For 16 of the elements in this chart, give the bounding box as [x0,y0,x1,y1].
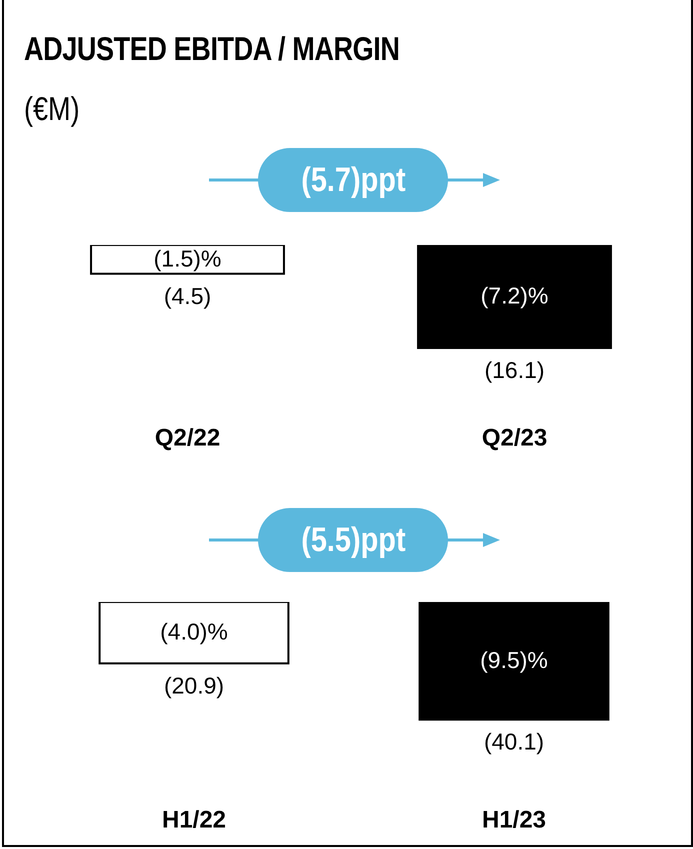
annotation: (4.0)% [160,618,228,645]
data-label: (40.1) [484,728,544,755]
x-tick-label: H1/23 [482,806,546,834]
x-tick-label: Q2/22 [154,424,220,452]
x-tick-label: H1/22 [162,806,226,834]
chart-title: ADJUSTED EBITDA / MARGIN [24,30,400,68]
annotation: (9.5)% [480,646,548,673]
text: (5.5)ppt [300,520,406,560]
data-label: (16.1) [484,356,545,383]
annotation: (1.5)% [154,245,222,272]
text: (5.7)ppt [300,160,406,200]
chart-subtitle: (€M) [24,90,80,128]
data-label: (20.9) [164,672,224,698]
annotation: (7.2)% [480,282,548,308]
data-label: (4.5) [164,282,212,309]
x-tick-label: Q2/23 [482,424,548,452]
